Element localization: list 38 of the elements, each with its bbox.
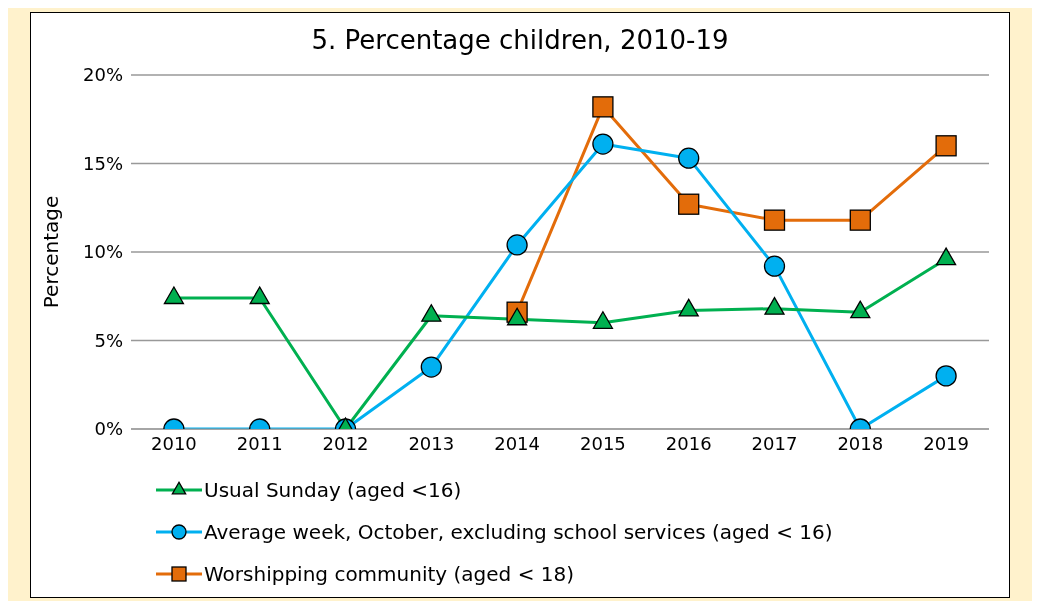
point: [249, 286, 270, 305]
x-tick-label: 2019: [923, 432, 970, 454]
point: [506, 234, 528, 256]
point: [678, 298, 699, 317]
point: [935, 247, 957, 266]
y-tick-label: 20%: [82, 64, 123, 86]
point: [763, 209, 786, 231]
point: [163, 286, 185, 305]
y-tick-label: 15%: [82, 152, 123, 174]
legend-label: Usual Sunday (aged <16): [204, 478, 462, 502]
point: [592, 133, 614, 155]
x-tick-label: 2010: [150, 432, 197, 454]
point: [763, 255, 786, 277]
legend-label: Worshipping community (aged < 18): [204, 562, 575, 586]
point: [592, 96, 614, 118]
y-tick-label: 5%: [94, 329, 123, 351]
point: [849, 209, 871, 231]
point: [935, 135, 957, 157]
x-tick-label: 2016: [665, 432, 712, 454]
y-axis-title: Percentage: [39, 195, 64, 309]
x-tick-label: 2013: [408, 432, 455, 454]
point: [850, 300, 871, 319]
x-tick-label: 2014: [494, 432, 541, 454]
legend-label: Average week, October, excluding school services (aged < 16): [204, 520, 833, 544]
x-tick-label: 2018: [837, 432, 884, 454]
point: [678, 193, 700, 215]
chart-title: 5. Percentage children, 2010-19: [310, 25, 730, 57]
x-tick-label: 2012: [322, 432, 369, 454]
point: [592, 311, 614, 329]
point: [764, 296, 785, 315]
x-tick-label: 2011: [236, 432, 283, 454]
point: [421, 304, 442, 322]
point: [678, 147, 700, 169]
y-tick-label: 0%: [94, 418, 123, 440]
point: [506, 307, 528, 326]
y-tick-label: 10%: [82, 241, 123, 263]
x-tick-label: 2015: [579, 432, 626, 454]
x-tick-label: 2017: [751, 432, 798, 454]
